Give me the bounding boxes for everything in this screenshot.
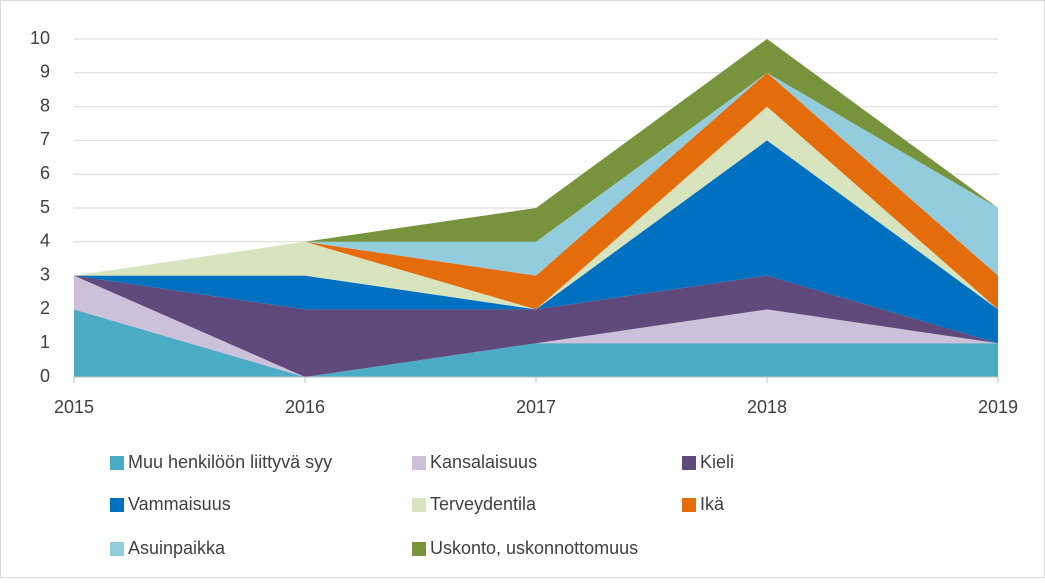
legend-swatch [682, 456, 696, 470]
legend-label: Muu henkilöön liittyvä syy [128, 452, 332, 472]
area [74, 275, 998, 377]
legend-swatch [682, 498, 696, 512]
legend-swatch [110, 498, 124, 512]
x-tick-label: 2017 [516, 397, 556, 417]
legend-label: Kansalaisuus [430, 452, 537, 472]
legend-swatch [110, 542, 124, 556]
y-tick-label: 8 [40, 95, 50, 115]
area [74, 106, 998, 310]
legend-swatch [110, 456, 124, 470]
legend-label: Vammaisuus [128, 494, 231, 514]
y-tick-label: 7 [40, 129, 50, 149]
y-tick-label: 9 [40, 62, 50, 82]
legend-swatch [412, 498, 426, 512]
y-tick-label: 3 [40, 264, 50, 284]
y-tick-label: 2 [40, 298, 50, 318]
x-tick-label: 2016 [285, 397, 325, 417]
x-tick-label: 2018 [747, 397, 787, 417]
area [74, 39, 998, 276]
y-tick-label: 4 [40, 231, 50, 251]
area [74, 140, 998, 344]
y-tick-label: 0 [40, 366, 50, 386]
legend-label: Asuinpaikka [128, 538, 226, 558]
legend-label: Terveydentila [430, 494, 537, 514]
x-tick-label: 2019 [978, 397, 1018, 417]
legend-label: Uskonto, uskonnottomuus [430, 538, 638, 558]
legend-swatch [412, 542, 426, 556]
legend-label: Kieli [700, 452, 734, 472]
legend-label: Ikä [700, 494, 725, 514]
area [74, 275, 998, 377]
x-tick-label: 2015 [54, 397, 94, 417]
y-tick-label: 6 [40, 163, 50, 183]
legend-swatch [412, 456, 426, 470]
y-tick-label: 1 [40, 332, 50, 352]
y-tick-label: 10 [30, 28, 50, 48]
y-tick-label: 5 [40, 197, 50, 217]
